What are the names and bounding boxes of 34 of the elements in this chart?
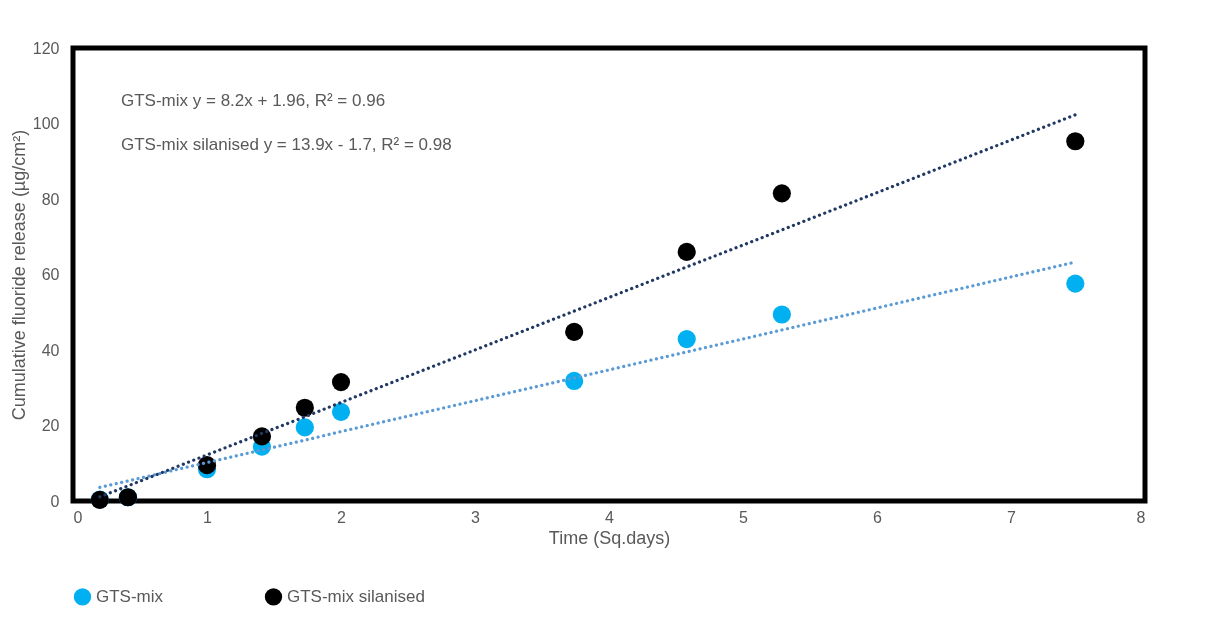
y-tick-label: 0 xyxy=(50,492,60,510)
legend-label: GTS-mix silanised xyxy=(287,586,425,606)
point xyxy=(295,398,314,417)
point xyxy=(772,305,791,324)
y-tick-label: 20 xyxy=(41,417,60,434)
point xyxy=(565,371,584,391)
point xyxy=(772,184,791,203)
annotation: GTS-mix silanised y = 13.9x - 1.7, R² = 0.98 xyxy=(121,135,452,154)
point xyxy=(677,242,696,261)
x-tick-label: 1 xyxy=(203,508,213,526)
x-tick-label: 5 xyxy=(739,508,749,526)
point xyxy=(331,373,351,392)
x-tick-label: 8 xyxy=(1136,508,1146,526)
point xyxy=(1066,132,1085,151)
x-tick-label: 6 xyxy=(873,508,883,526)
point xyxy=(565,322,584,341)
legend-label: GTS-mix xyxy=(96,586,164,606)
x-axis-title: Time (Sq.days) xyxy=(548,527,671,548)
point xyxy=(331,402,351,421)
point xyxy=(677,329,696,349)
y-axis-title: Cumulative fluoride release (µg/cm²) xyxy=(8,129,29,421)
y-tick-label: 120 xyxy=(32,39,60,57)
y-tick-label: 40 xyxy=(41,341,60,359)
y-tick-label: 100 xyxy=(32,115,60,132)
annotation: GTS-mix y = 8.2x + 1.96, R² = 0.96 xyxy=(121,91,386,110)
x-tick-label: 4 xyxy=(605,508,615,526)
x-tick-label: 2 xyxy=(337,508,347,526)
point xyxy=(295,418,314,437)
y-tick-label: 80 xyxy=(41,190,60,208)
x-tick-label: 3 xyxy=(471,508,481,526)
x-tick-label: 7 xyxy=(1007,508,1017,526)
y-tick-label: 60 xyxy=(41,266,60,283)
point xyxy=(1066,274,1085,293)
x-tick-label: 0 xyxy=(73,508,83,526)
